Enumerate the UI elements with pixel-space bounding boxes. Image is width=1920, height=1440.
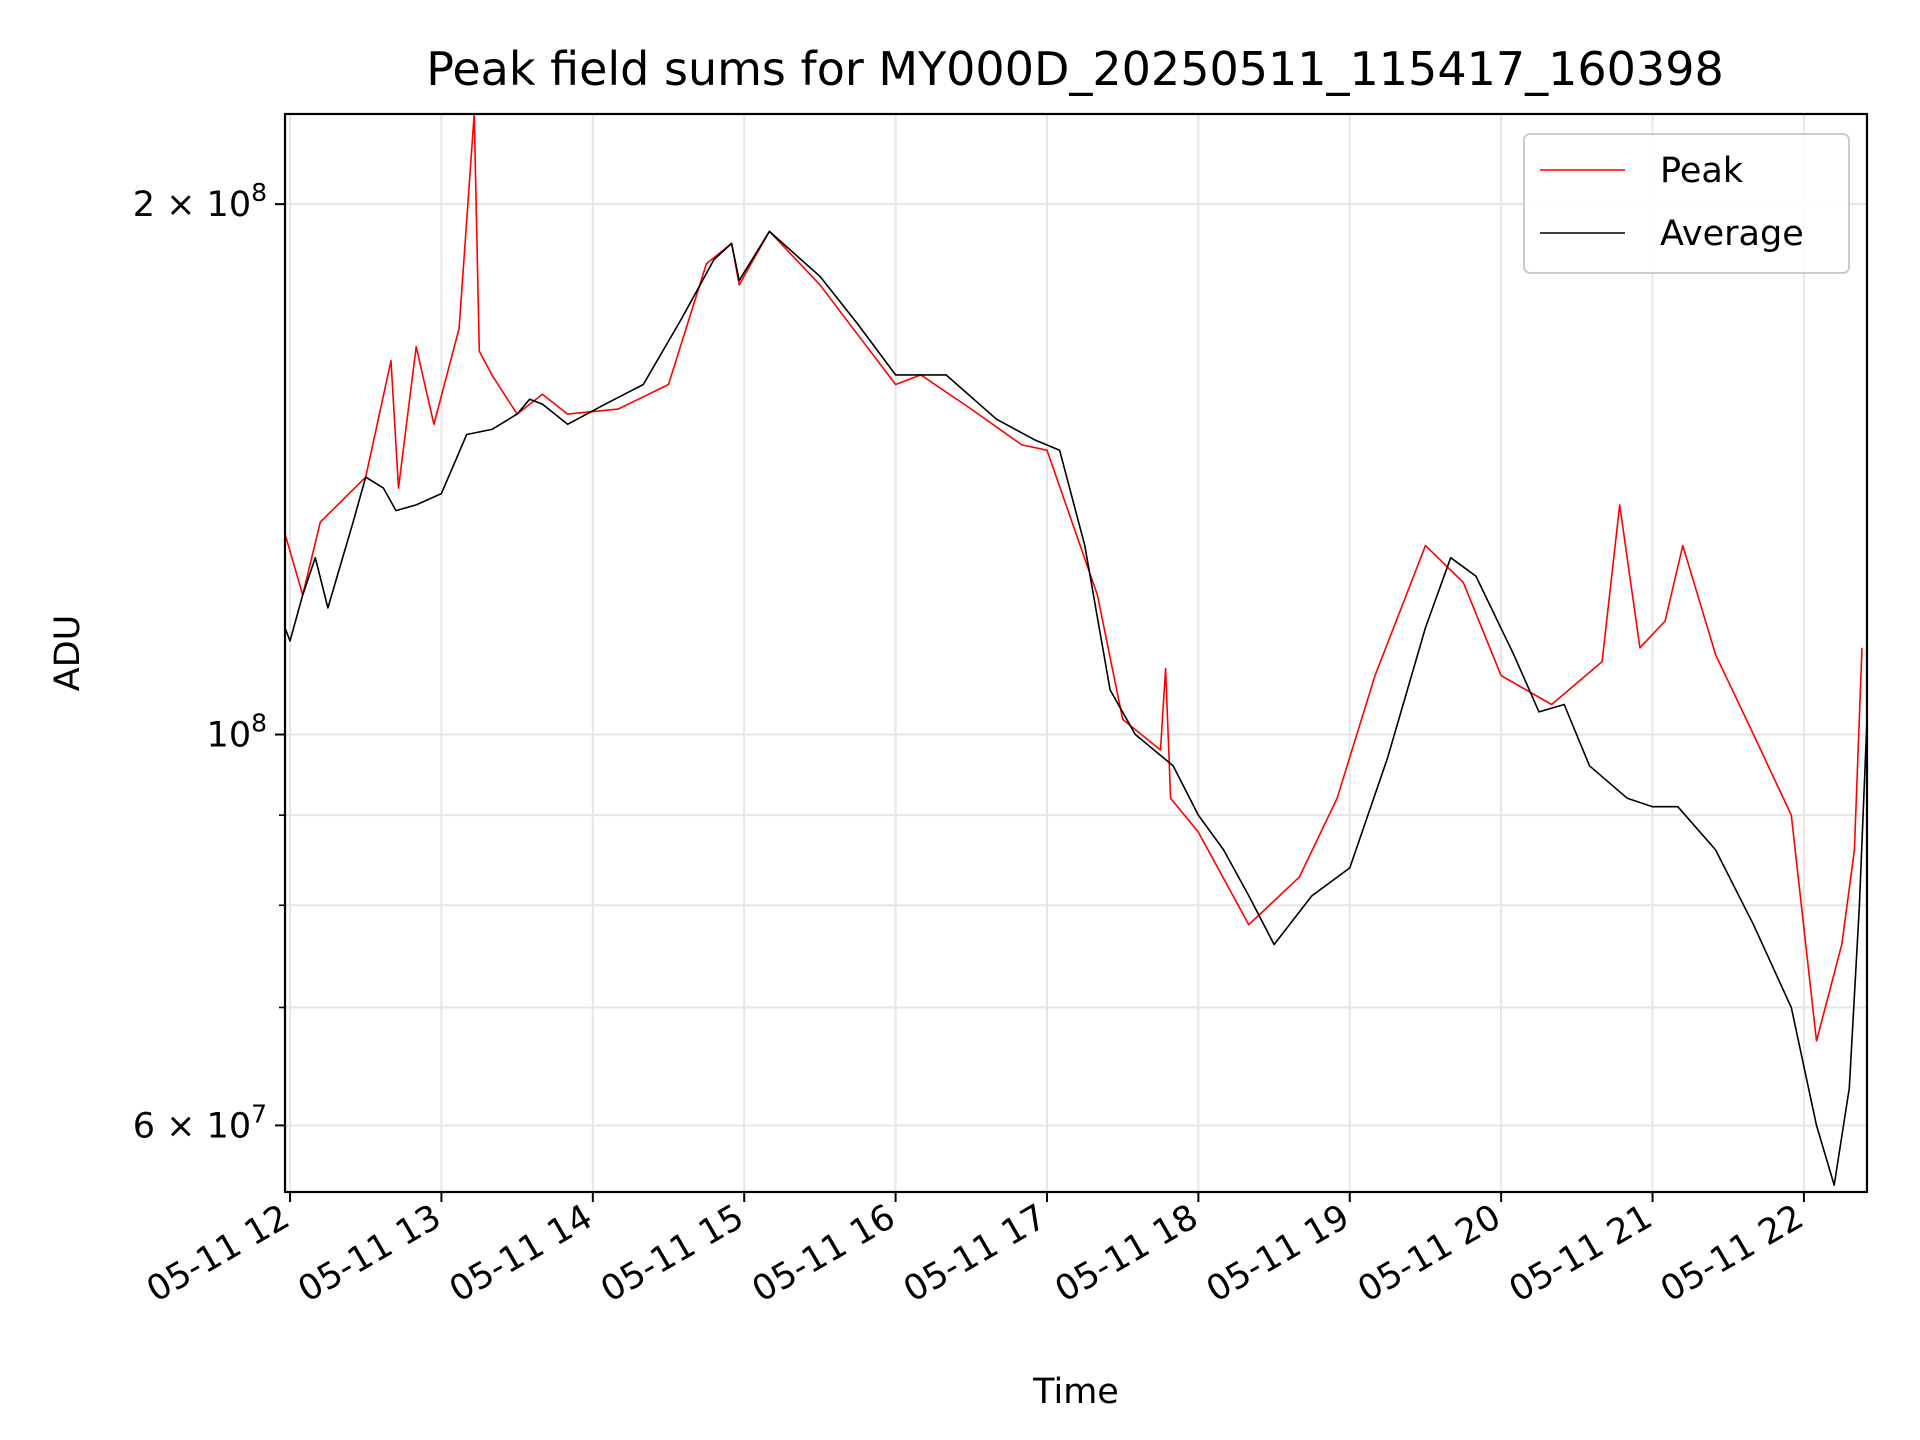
x-axis-label: Time [1032,1372,1119,1412]
gridlines [285,114,1867,1192]
series-line-average [284,230,1868,1186]
plot-series [284,113,1868,1186]
y-tick-label: 108 [207,709,267,756]
y-tick-label: 6 × 107 [133,1099,267,1146]
plot-frame [283,112,1869,1194]
legend: Peak Average [1523,133,1850,274]
legend-label-average: Average [1660,214,1804,254]
chart-title: Peak field sums for MY000D_20250511_1154… [426,42,1723,96]
legend-box [1523,133,1850,274]
series-line-peak [284,113,1863,1042]
y-axis-label: ADU [48,615,88,692]
y-tick-label: 2 × 108 [133,178,267,225]
legend-label-peak: Peak [1660,151,1744,191]
y-axis-ticks: 6 × 107 108 2 × 108 [133,178,285,1146]
